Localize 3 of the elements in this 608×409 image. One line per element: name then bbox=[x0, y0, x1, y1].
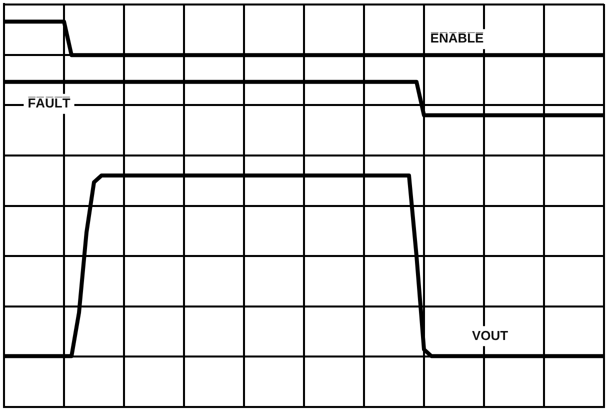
series-label: VOUT bbox=[472, 328, 508, 343]
series-label: F̅A̅U̅L̅T̅ bbox=[28, 95, 70, 110]
series-label: E̅N̅A̅B̅L̅E̅ bbox=[430, 30, 484, 46]
